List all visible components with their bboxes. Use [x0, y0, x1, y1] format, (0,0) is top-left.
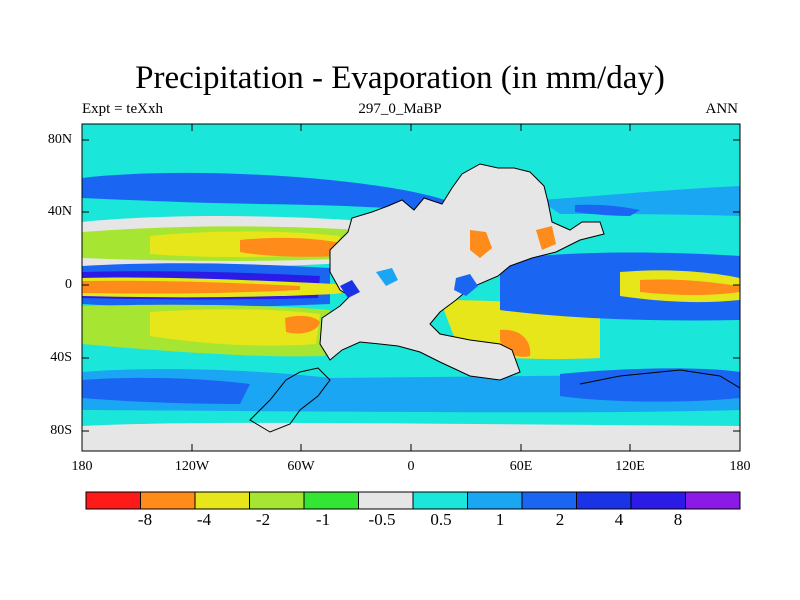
lon-label-0: 0 — [407, 459, 415, 474]
equatorial-dry-core — [82, 280, 300, 294]
colorbar-swatch — [467, 491, 523, 510]
colorbar-swatch — [630, 491, 686, 510]
colorbar-swatch — [685, 491, 741, 510]
arctic-band — [82, 124, 740, 160]
lat-label-40s: 40S — [50, 350, 72, 365]
lon-label-60e: 60E — [509, 459, 533, 474]
colorbar — [85, 491, 741, 510]
e-dry-core — [640, 279, 740, 295]
inland-wet-patch-1 — [454, 274, 478, 296]
lon-label-180e: 180 — [729, 459, 751, 474]
inland-dry-patch — [470, 230, 492, 258]
n-pacific-wet-band — [82, 172, 445, 212]
colorbar-label: 0.5 — [430, 510, 452, 529]
lat-ticks — [82, 139, 740, 432]
lon-label-120e: 120E — [615, 459, 645, 474]
colorbar-label: -1 — [315, 510, 331, 529]
plot-title: Precipitation - Evaporation (in mm/day) — [135, 60, 665, 96]
colorbar-label: 2 — [555, 510, 565, 529]
lon-label-60w: 60W — [287, 459, 315, 474]
season-label: ANN — [705, 101, 739, 117]
experiment-label: Expt = teXxh — [82, 101, 163, 117]
map-field — [82, 124, 740, 451]
coastal-dry-patch — [536, 226, 556, 250]
antarctic-region — [82, 422, 740, 451]
lat-label-80n: 80N — [47, 132, 72, 147]
lon-ticks — [81, 124, 741, 451]
inland-wet-patch-2 — [376, 268, 398, 286]
colorbar-swatch — [194, 491, 250, 510]
colorbar-swatch — [85, 491, 141, 510]
colorbar-label: 4 — [614, 510, 624, 529]
colorbar-swatch — [521, 491, 577, 510]
colorbar-swatch — [249, 491, 305, 510]
n-asia-wet-core — [575, 204, 640, 216]
lat-label-0: 0 — [65, 277, 72, 292]
southern-coast — [579, 369, 740, 389]
colorbar-label: 8 — [673, 510, 683, 529]
colorbar-label: 1 — [495, 510, 505, 529]
lat-label-40n: 40N — [47, 204, 72, 219]
lon-label-180w: 180 — [71, 459, 93, 474]
colorbar-swatch — [576, 491, 632, 510]
inland-wet-patch-3 — [340, 280, 360, 298]
lat-label-80s: 80S — [50, 423, 72, 438]
colorbar-swatch — [412, 491, 468, 510]
colorbar-label: -2 — [255, 510, 271, 529]
s-ocean-wet-east — [560, 368, 740, 402]
peninsula-coast — [249, 367, 331, 433]
s-subtrop-dry-2 — [150, 309, 320, 346]
colorbar-swatch — [358, 491, 414, 510]
colorbar-label: -8 — [137, 510, 153, 529]
n-subtrop-dry-3 — [240, 237, 345, 257]
s-ocean-wet-core — [82, 377, 250, 404]
lon-label-120w: 120W — [174, 459, 210, 474]
colorbar-label: -0.5 — [368, 510, 396, 529]
colorbar-swatch — [303, 491, 359, 510]
s-subtrop-dry-3 — [285, 315, 320, 334]
colorbar-swatch — [140, 491, 196, 510]
pangaea-landmass — [319, 163, 605, 381]
period-label: 297_0_MaBP — [358, 101, 442, 117]
colorbar-label: -4 — [196, 510, 212, 529]
